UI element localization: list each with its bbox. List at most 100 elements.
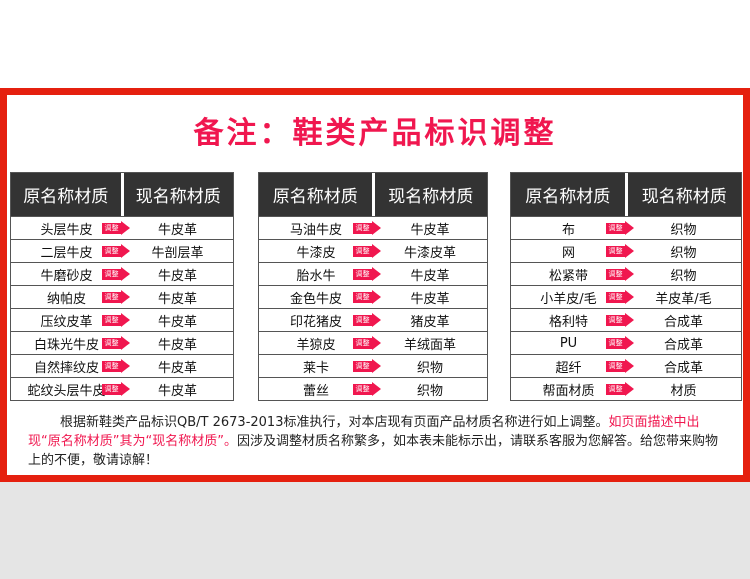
current-material: 牛皮革 (157, 268, 197, 284)
table-row: 莱卡 织物 调整 (259, 354, 487, 377)
arrow-label: 调整 (353, 315, 372, 326)
table-row: 白珠光牛皮 牛皮革 调整 (11, 331, 233, 354)
arrow-label: 调整 (353, 269, 372, 280)
arrow-label: 调整 (102, 315, 121, 326)
table-row: 头层牛皮 牛皮革 调整 (11, 216, 233, 239)
arrow-right-icon: 调整 (353, 359, 381, 373)
original-material: 自然摔纹皮 (33, 360, 99, 376)
current-material: 羊绒面革 (403, 337, 456, 353)
table-row: 牛磨砂皮 牛皮革 调整 (11, 262, 233, 285)
arrow-label: 调整 (606, 315, 625, 326)
current-material: 合成革 (663, 314, 703, 330)
header-current: 现名称材质 (388, 187, 474, 207)
table-row: 超纤 合成革 调整 (511, 354, 741, 377)
arrow-right-icon: 调整 (353, 221, 381, 235)
arrow-label: 调整 (102, 246, 121, 257)
table-row: 格利特 合成革 调整 (511, 308, 741, 331)
arrow-right-icon: 调整 (102, 313, 130, 327)
current-material: 牛漆皮革 (403, 245, 456, 261)
arrow-right-icon: 调整 (102, 336, 130, 350)
arrow-label: 调整 (606, 384, 625, 395)
arrow-right-icon: 调整 (606, 290, 634, 304)
note-part3: 因涉及调整材质名称繁多，如本表未能标示出，请联系客服为您解答。给您带来购物上的不… (28, 434, 718, 468)
arrow-label: 调整 (606, 223, 625, 234)
header-original: 原名称材质 (511, 173, 628, 216)
original-material: 印花猪皮 (289, 314, 342, 330)
table-row: 马油牛皮 牛皮革 调整 (259, 216, 487, 239)
current-material: 牛皮革 (157, 314, 197, 330)
arrow-label: 调整 (353, 361, 372, 372)
table-row: 蕾丝 织物 调整 (259, 377, 487, 400)
original-material: PU (559, 335, 578, 351)
arrow-label: 调整 (102, 384, 121, 395)
arrow-right-icon: 调整 (102, 244, 130, 258)
original-material: 压纹皮革 (40, 314, 93, 330)
current-material: 织物 (416, 360, 443, 376)
current-material: 织物 (670, 222, 697, 238)
original-material: 蕾丝 (302, 383, 329, 399)
header-original: 原名称材质 (259, 173, 375, 216)
arrow-right-icon: 调整 (353, 267, 381, 281)
arrow-right-icon: 调整 (606, 267, 634, 281)
note-part1: 根据新鞋类产品标识QB/T 2673-2013标准执行，对本店现有页面产品材质名… (60, 415, 609, 430)
current-material: 织物 (670, 268, 697, 284)
original-material: 蛇纹头层牛皮 (27, 383, 106, 399)
arrow-label: 调整 (606, 338, 625, 349)
original-material: 马油牛皮 (289, 222, 342, 238)
arrow-right-icon: 调整 (353, 336, 381, 350)
current-material: 牛皮革 (157, 383, 197, 399)
original-material: 莱卡 (302, 360, 329, 376)
arrow-label: 调整 (102, 269, 121, 280)
current-material: 牛剖层革 (151, 245, 204, 261)
table-header: 原名称材质 现名称材质 (11, 173, 233, 216)
arrow-right-icon: 调整 (606, 359, 634, 373)
arrow-right-icon: 调整 (353, 313, 381, 327)
table-row: 蛇纹头层牛皮 牛皮革 调整 (11, 377, 233, 400)
table-row: 自然摔纹皮 牛皮革 调整 (11, 354, 233, 377)
original-material: 牛漆皮 (296, 245, 336, 261)
table-row: 压纹皮革 牛皮革 调整 (11, 308, 233, 331)
original-material: 羊猄皮 (296, 337, 336, 353)
arrow-label: 调整 (353, 292, 372, 303)
arrow-right-icon: 调整 (606, 313, 634, 327)
arrow-label: 调整 (102, 338, 121, 349)
original-material: 头层牛皮 (40, 222, 93, 238)
top-blank (0, 0, 750, 88)
table-row: 网 织物 调整 (511, 239, 741, 262)
arrow-right-icon: 调整 (353, 382, 381, 396)
arrow-right-icon: 调整 (606, 336, 634, 350)
current-material: 合成革 (663, 337, 703, 353)
original-material: 纳帕皮 (46, 291, 86, 307)
header-current: 现名称材质 (135, 187, 221, 207)
current-material: 织物 (670, 245, 697, 261)
arrow-label: 调整 (102, 292, 121, 303)
current-material: 牛皮革 (410, 268, 450, 284)
arrow-right-icon: 调整 (102, 359, 130, 373)
original-material: 胎水牛 (296, 268, 336, 284)
current-material: 牛皮革 (157, 360, 197, 376)
table-row: 松紧带 织物 调整 (511, 262, 741, 285)
material-table-3: 原名称材质 现名称材质布织物 调整网织物 调整 松紧带 织物 调整 小羊皮/毛 羊皮革/毛 调整格… (510, 172, 742, 401)
table-row: 金色牛皮 牛皮革 调整 (259, 285, 487, 308)
table-header: 原名称材质 现名称材质 (259, 173, 487, 216)
arrow-label: 调整 (102, 361, 121, 372)
current-material: 织物 (416, 383, 443, 399)
current-material: 牛皮革 (410, 222, 450, 238)
header-current: 现名称材质 (641, 187, 727, 207)
original-material: 超纤 (555, 360, 582, 376)
arrow-right-icon: 调整 (102, 267, 130, 281)
arrow-right-icon: 调整 (606, 382, 634, 396)
table-header: 原名称材质 现名称材质 (511, 173, 741, 216)
original-material: 小羊皮/毛 (540, 291, 597, 307)
table-row: PU 合成革 调整 (511, 331, 741, 354)
note-text: 根据新鞋类产品标识QB/T 2673-2013标准执行，对本店现有页面产品材质名… (28, 413, 724, 470)
current-material: 牛皮革 (157, 222, 197, 238)
table-row: 小羊皮/毛 羊皮革/毛 调整 (511, 285, 741, 308)
current-material: 材质 (670, 383, 697, 399)
original-material: 帮面材质 (542, 383, 595, 399)
arrow-right-icon: 调整 (353, 290, 381, 304)
arrow-label: 调整 (353, 384, 372, 395)
table-row: 牛漆皮 牛漆皮革 调整 (259, 239, 487, 262)
arrow-label: 调整 (353, 246, 372, 257)
table-row: 印花猪皮 猪皮革 调整 (259, 308, 487, 331)
